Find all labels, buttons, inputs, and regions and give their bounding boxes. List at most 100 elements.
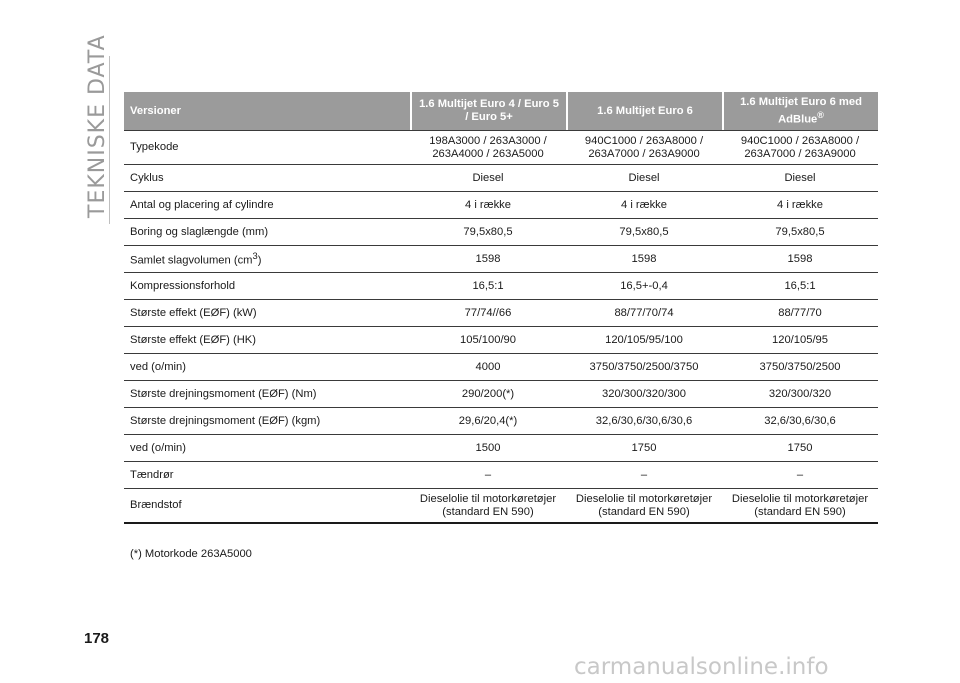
cell-value: 290/200(*) <box>410 381 566 408</box>
header-versions: Versioner <box>124 92 410 130</box>
row-label-text: Største effekt (EØF) (kW) <box>130 306 257 319</box>
row-label: Brændstof <box>124 489 410 524</box>
cell-value: 88/77/70/74 <box>566 300 722 327</box>
row-label-text: Antal og placering af cylindre <box>130 198 274 211</box>
row-label: Typekode <box>124 130 410 165</box>
cell-value: – <box>722 462 878 489</box>
row-label-text: Tændrør <box>130 468 174 481</box>
row-label-text: Samlet slagvolumen (cm <box>130 254 253 267</box>
header-euro6-adblue: 1.6 Multijet Euro 6 med AdBlue® <box>722 92 878 130</box>
cell-value: 4 i række <box>722 192 878 219</box>
table-row: Typekode 198A3000 / 263A3000 / 263A4000 /… <box>124 130 878 165</box>
cell-value: 4000 <box>410 354 566 381</box>
footnote: (*) Motorkode 263A5000 <box>130 548 252 560</box>
cell-value: 1598 <box>722 246 878 273</box>
table-row: Antal og placering af cylindre 4 i række 4… <box>124 192 878 219</box>
row-label: Kompressionsforhold <box>124 273 410 300</box>
cell-value: Diesel <box>722 165 878 192</box>
cell-value: 29,6/20,4(*) <box>410 408 566 435</box>
cell-value: 4 i række <box>566 192 722 219</box>
cell-value: 1598 <box>410 246 566 273</box>
cell-value: Diesel <box>566 165 722 192</box>
cell-value: 120/105/95/100 <box>566 327 722 354</box>
table-row: Største drejningsmoment (EØF) (Nm) 290/20… <box>124 381 878 408</box>
row-label-text: ved (o/min) <box>130 441 186 454</box>
engine-spec-table: Versioner 1.6 Multijet Euro 4 / Euro 5 /… <box>124 92 878 524</box>
table-row: ved (o/min) 1500 1750 1750 <box>124 435 878 462</box>
cell-value: 1598 <box>566 246 722 273</box>
table-row: Største drejningsmoment (EØF) (kgm) 29,6/… <box>124 408 878 435</box>
cell-value: 198A3000 / 263A3000 / 263A4000 / 263A500… <box>410 130 566 165</box>
header-euro6: 1.6 Multijet Euro 6 <box>566 92 722 130</box>
header-euro6-adblue-text: 1.6 Multijet Euro 6 med AdBlue <box>740 95 862 126</box>
row-label: Cyklus <box>124 165 410 192</box>
cell-value: 79,5x80,5 <box>722 219 878 246</box>
section-title: TEKNISKE DATA <box>84 34 110 218</box>
cell-value: 32,6/30,6/30,6/30,6 <box>566 408 722 435</box>
table-row: Tændrør – – – <box>124 462 878 489</box>
cell-value: 3750/3750/2500 <box>722 354 878 381</box>
row-label: Tændrør <box>124 462 410 489</box>
cell-value: 88/77/70 <box>722 300 878 327</box>
table-row: Cyklus Diesel Diesel Diesel <box>124 165 878 192</box>
row-label-text: Kompressionsforhold <box>130 279 236 292</box>
cell-value: 16,5+-0,4 <box>566 273 722 300</box>
row-label-text: Boring og slaglængde (mm) <box>130 225 269 238</box>
cell-value: – <box>410 462 566 489</box>
cell-value: 940C1000 / 263A8000 / 263A7000 / 263A900… <box>566 130 722 165</box>
row-label: Boring og slaglængde (mm) <box>124 219 410 246</box>
row-label: Største drejningsmoment (EØF) (Nm) <box>124 381 410 408</box>
row-label: Antal og placering af cylindre <box>124 192 410 219</box>
table-row: Boring og slaglængde (mm) 79,5x80,5 79,5x8… <box>124 219 878 246</box>
table-row: ved (o/min) 4000 3750/3750/2500/3750 3750/3… <box>124 354 878 381</box>
cell-value: Dieselolie til motorkøretøjer (standard … <box>722 489 878 524</box>
cell-value: 79,5x80,5 <box>566 219 722 246</box>
row-label: Største effekt (EØF) (kW) <box>124 300 410 327</box>
section-title-text: TEKNISKE DATA <box>85 34 110 218</box>
table-row: Største effekt (EØF) (kW) 77/74//66 88/77/… <box>124 300 878 327</box>
cell-value: 120/105/95 <box>722 327 878 354</box>
cell-value: 1750 <box>566 435 722 462</box>
cell-value: 4 i række <box>410 192 566 219</box>
cell-value: 3750/3750/2500/3750 <box>566 354 722 381</box>
table-row: Brændstof Dieselolie til motorkøretøjer (… <box>124 489 878 524</box>
cell-value: Dieselolie til motorkøretøjer (standard … <box>566 489 722 524</box>
cell-value: 77/74//66 <box>410 300 566 327</box>
row-label: Samlet slagvolumen (cm3) <box>124 246 410 273</box>
cell-value: 32,6/30,6/30,6 <box>722 408 878 435</box>
cell-value: 105/100/90 <box>410 327 566 354</box>
row-label-tail: ) <box>257 254 262 267</box>
cell-value: 16,5:1 <box>410 273 566 300</box>
cell-value: 1750 <box>722 435 878 462</box>
row-label-superscript: 3 <box>252 251 258 262</box>
row-label-text: Brændstof <box>130 499 182 511</box>
cell-value: 940C1000 / 263A8000 / 263A7000 / 263A900… <box>722 130 878 165</box>
cell-value: 79,5x80,5 <box>410 219 566 246</box>
row-label: Største effekt (EØF) (HK) <box>124 327 410 354</box>
section-divider <box>109 56 110 224</box>
table-row: Største effekt (EØF) (HK) 105/100/90 120/1… <box>124 327 878 354</box>
cell-value: 1500 <box>410 435 566 462</box>
header-euro4-5: 1.6 Multijet Euro 4 / Euro 5 / Euro 5+ <box>410 92 566 130</box>
cell-value: – <box>566 462 722 489</box>
page-number: 178 <box>84 630 110 647</box>
watermark: carmanualsonline.info <box>574 654 829 680</box>
cell-value: 320/300/320/300 <box>566 381 722 408</box>
row-label-text: Typekode <box>130 141 179 153</box>
row-label-text: ved (o/min) <box>130 360 186 373</box>
cell-value: Dieselolie til motorkøretøjer (standard … <box>410 489 566 524</box>
row-label-text: Største drejningsmoment (EØF) (kgm) <box>130 414 321 427</box>
row-label: Største drejningsmoment (EØF) (kgm) <box>124 408 410 435</box>
table-body: Typekode 198A3000 / 263A3000 / 263A4000 /… <box>124 130 878 524</box>
cell-value: 320/300/320 <box>722 381 878 408</box>
row-label-text: Største effekt (EØF) (HK) <box>130 333 256 346</box>
row-label: ved (o/min) <box>124 354 410 381</box>
cell-value: Diesel <box>410 165 566 192</box>
cell-value: 16,5:1 <box>722 273 878 300</box>
row-label-text: Cyklus <box>130 171 164 184</box>
table-header-row: Versioner 1.6 Multijet Euro 4 / Euro 5 /… <box>124 92 878 130</box>
registered-mark: ® <box>817 109 824 120</box>
row-label-text: Største drejningsmoment (EØF) (Nm) <box>130 387 317 400</box>
table-row: Samlet slagvolumen (cm3) 1598 1598 1598 <box>124 246 878 273</box>
row-label: ved (o/min) <box>124 435 410 462</box>
